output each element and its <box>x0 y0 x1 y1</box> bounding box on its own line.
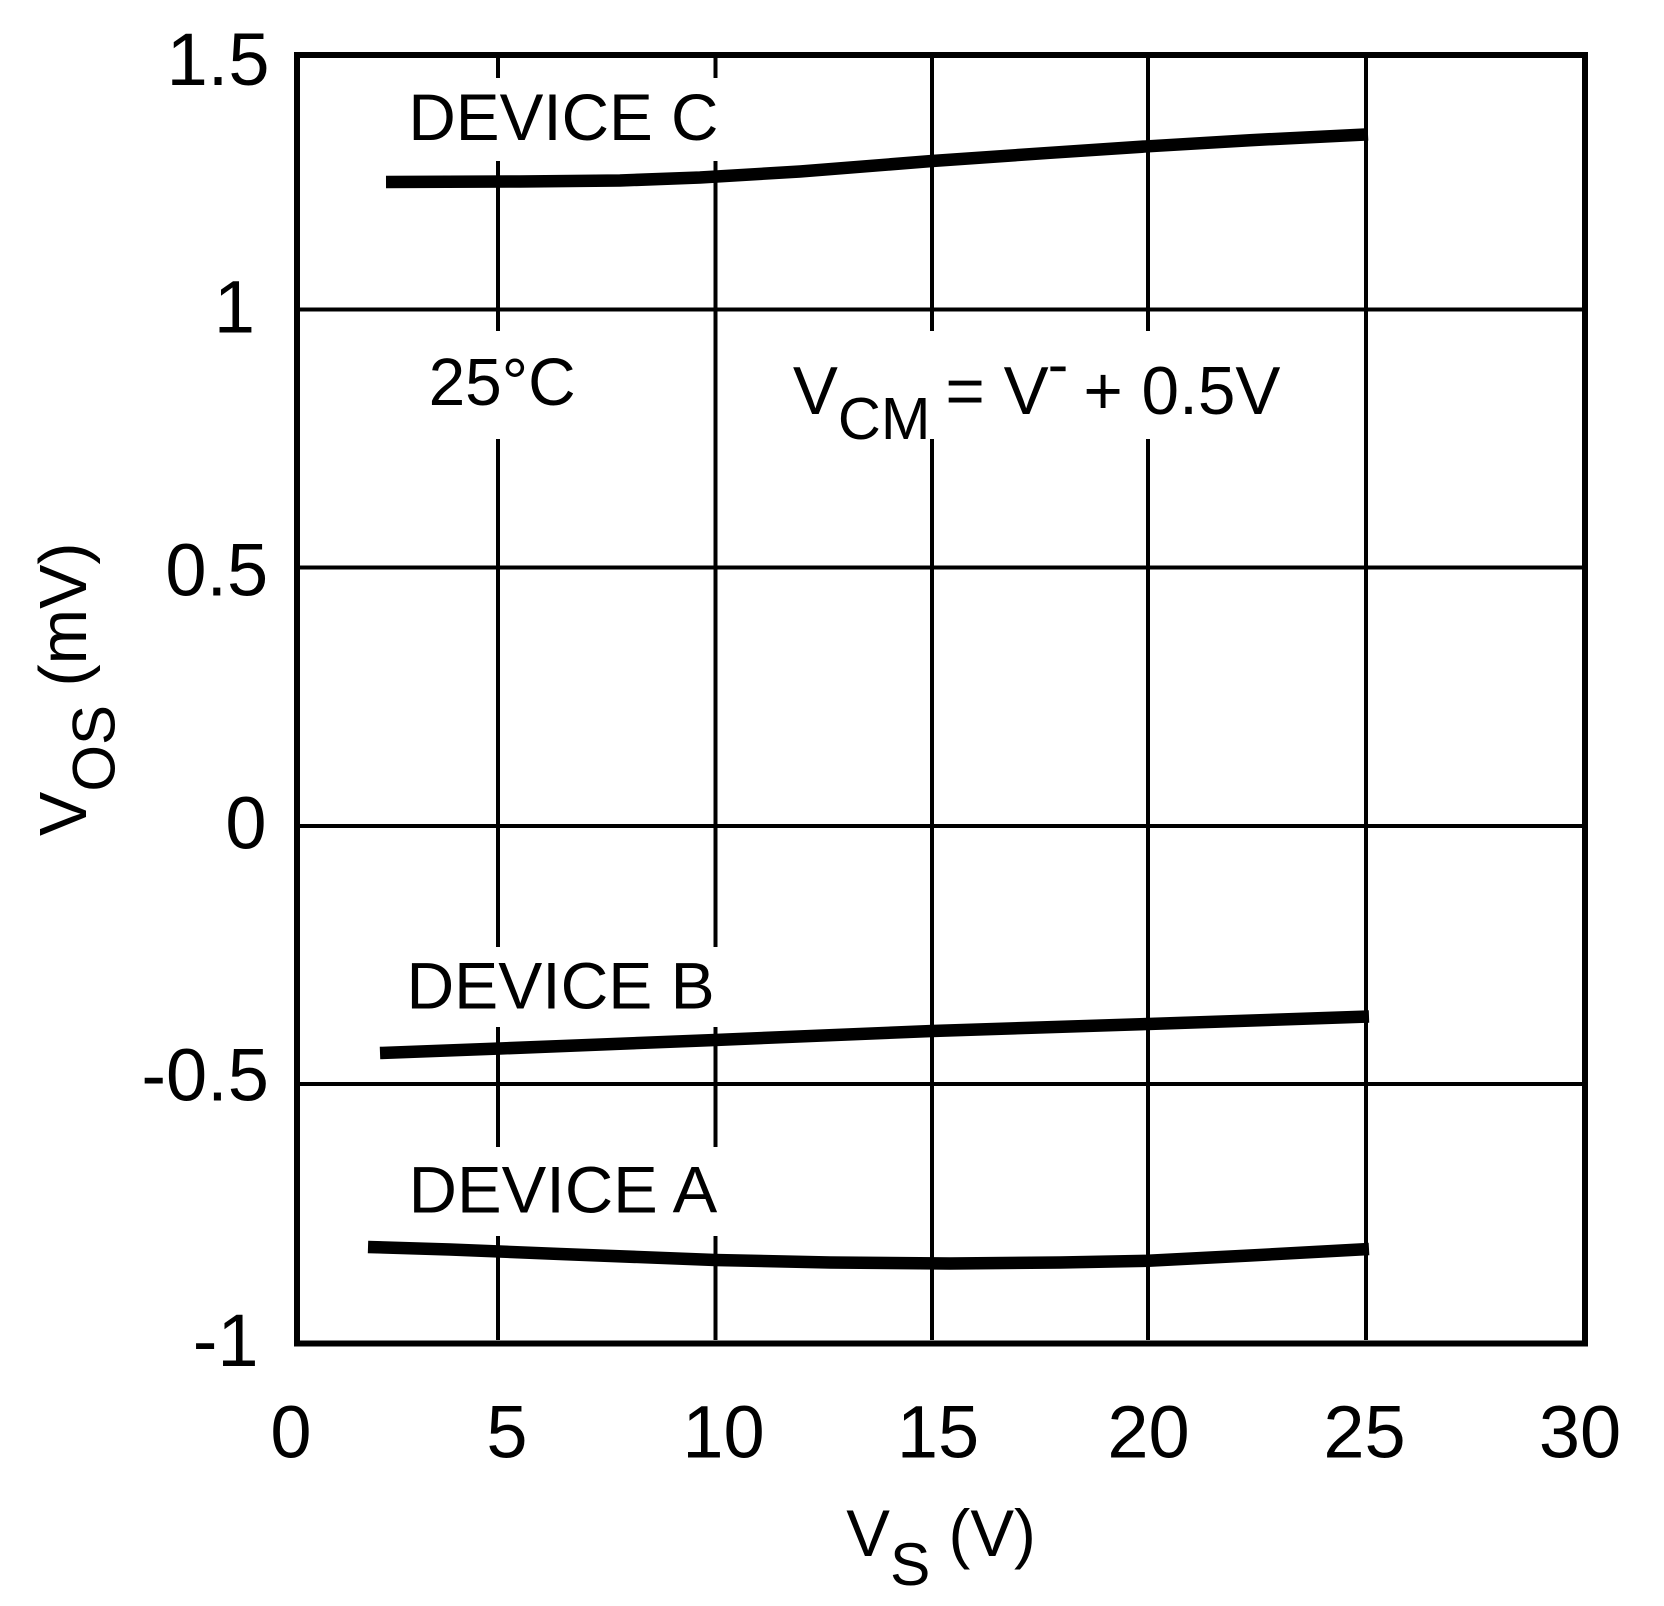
svg-text:0: 0 <box>270 1390 311 1473</box>
svg-text:10: 10 <box>682 1390 764 1473</box>
svg-text:0.5: 0.5 <box>165 529 268 612</box>
svg-text:1.5: 1.5 <box>167 18 270 101</box>
svg-text:-1: -1 <box>193 1299 259 1382</box>
svg-text:DEVICE A: DEVICE A <box>409 1153 718 1227</box>
svg-text:DEVICE B: DEVICE B <box>407 949 715 1023</box>
svg-text:25°C: 25°C <box>429 345 576 420</box>
svg-text:0: 0 <box>225 781 266 864</box>
svg-text:25: 25 <box>1323 1390 1405 1473</box>
svg-text:1: 1 <box>214 265 255 348</box>
svg-text:20: 20 <box>1107 1390 1189 1473</box>
svg-text:DEVICE C: DEVICE C <box>408 80 718 154</box>
svg-text:-0.5: -0.5 <box>141 1033 269 1116</box>
svg-text:30: 30 <box>1539 1390 1621 1473</box>
svg-text:15: 15 <box>897 1390 979 1473</box>
svg-text:5: 5 <box>486 1390 527 1473</box>
